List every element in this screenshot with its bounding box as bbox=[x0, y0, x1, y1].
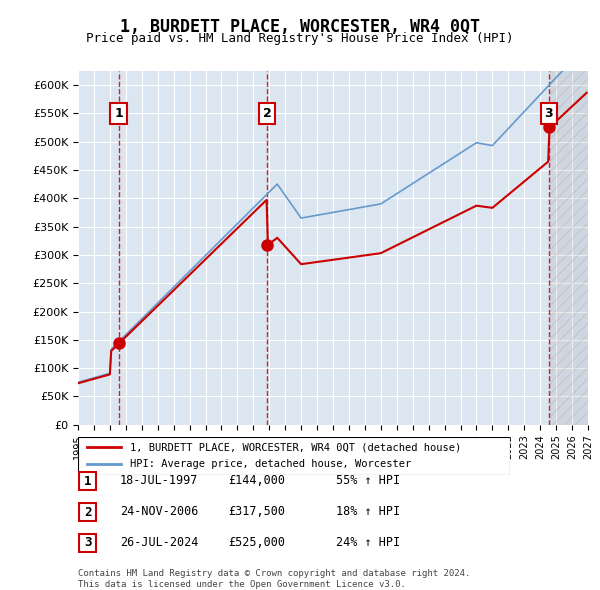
Text: £525,000: £525,000 bbox=[228, 536, 285, 549]
Text: 55% ↑ HPI: 55% ↑ HPI bbox=[336, 474, 400, 487]
FancyBboxPatch shape bbox=[79, 534, 96, 552]
Text: 1: 1 bbox=[84, 475, 91, 488]
Text: 1, BURDETT PLACE, WORCESTER, WR4 0QT (detached house): 1, BURDETT PLACE, WORCESTER, WR4 0QT (de… bbox=[130, 442, 461, 453]
Text: £144,000: £144,000 bbox=[228, 474, 285, 487]
Text: 3: 3 bbox=[84, 536, 91, 549]
Text: HPI: Average price, detached house, Worcester: HPI: Average price, detached house, Worc… bbox=[130, 459, 411, 469]
Text: Price paid vs. HM Land Registry's House Price Index (HPI): Price paid vs. HM Land Registry's House … bbox=[86, 32, 514, 45]
Text: 2: 2 bbox=[263, 107, 272, 120]
FancyBboxPatch shape bbox=[79, 503, 96, 521]
Text: 18-JUL-1997: 18-JUL-1997 bbox=[120, 474, 199, 487]
Text: 26-JUL-2024: 26-JUL-2024 bbox=[120, 536, 199, 549]
Text: 18% ↑ HPI: 18% ↑ HPI bbox=[336, 505, 400, 518]
Text: 1, BURDETT PLACE, WORCESTER, WR4 0QT: 1, BURDETT PLACE, WORCESTER, WR4 0QT bbox=[120, 18, 480, 35]
FancyBboxPatch shape bbox=[78, 437, 510, 475]
Text: 1: 1 bbox=[114, 107, 123, 120]
Text: 24% ↑ HPI: 24% ↑ HPI bbox=[336, 536, 400, 549]
Text: 24-NOV-2006: 24-NOV-2006 bbox=[120, 505, 199, 518]
Text: Contains HM Land Registry data © Crown copyright and database right 2024.: Contains HM Land Registry data © Crown c… bbox=[78, 569, 470, 578]
Text: 3: 3 bbox=[545, 107, 553, 120]
Bar bbox=[550, 71, 588, 425]
Text: 2: 2 bbox=[84, 506, 91, 519]
FancyBboxPatch shape bbox=[79, 473, 96, 490]
Text: £317,500: £317,500 bbox=[228, 505, 285, 518]
Text: This data is licensed under the Open Government Licence v3.0.: This data is licensed under the Open Gov… bbox=[78, 579, 406, 589]
